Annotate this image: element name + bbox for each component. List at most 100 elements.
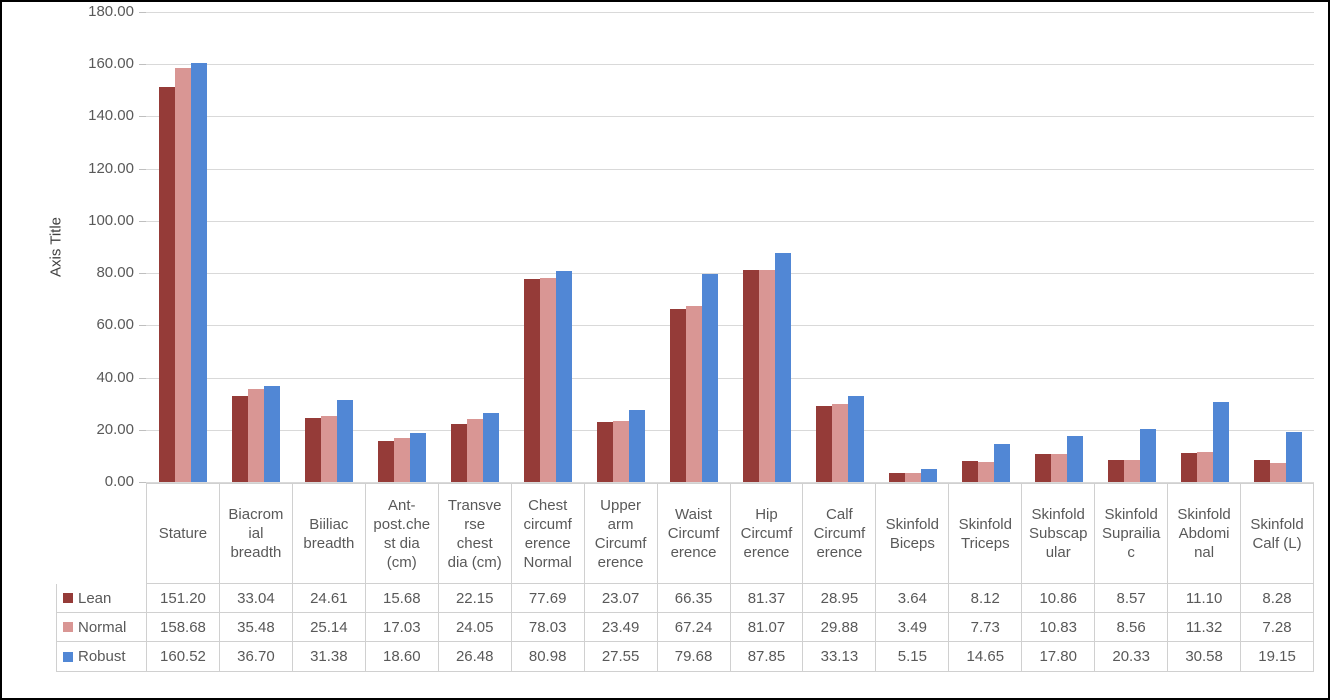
y-tick-mark [139, 12, 146, 13]
value-cell: 25.14 [293, 613, 366, 641]
bar-normal-9 [831, 403, 848, 482]
value-cell: 81.37 [731, 584, 804, 612]
value-cell: 81.07 [731, 613, 804, 641]
gridline [146, 168, 1314, 170]
category-cell: Ant- post.che st dia (cm) [366, 484, 439, 583]
category-cell: Waist Circumf erence [658, 484, 731, 583]
bar-normal-2 [320, 416, 337, 482]
bar-normal-3 [393, 437, 410, 482]
bar-robust-6 [628, 410, 645, 482]
y-axis-tick-label: 80.00 [96, 264, 134, 282]
value-cell: 20.33 [1095, 642, 1169, 671]
legend-cell: Lean [57, 584, 147, 612]
value-cell: 26.48 [439, 642, 512, 671]
bar-normal-13 [1123, 459, 1140, 482]
series-name: Robust [78, 648, 126, 665]
value-cell: 8.12 [949, 584, 1023, 612]
value-cell: 3.49 [876, 613, 950, 641]
value-cell: 29.88 [803, 613, 877, 641]
gridline [146, 220, 1314, 222]
bar-lean-11 [961, 460, 978, 482]
series-name: Lean [78, 589, 112, 607]
value-cell: 160.52 [147, 642, 220, 671]
bar-robust-2 [336, 400, 353, 482]
bar-robust-1 [263, 386, 280, 482]
bar-robust-14 [1212, 402, 1229, 482]
category-cell: Skinfold Calf (L) [1250, 515, 1304, 552]
value-cell: 8.56 [1095, 613, 1169, 641]
y-axis-tick-label: 100.00 [88, 211, 134, 229]
bar-normal-10 [904, 472, 921, 482]
legend-cell: Robust [57, 642, 147, 671]
category-cell: Biiliac breadth [293, 484, 366, 583]
y-axis-tick-label: 60.00 [96, 316, 134, 334]
y-axis-tick-label: 40.00 [96, 368, 134, 386]
value-cell: 33.13 [803, 642, 877, 671]
y-tick-mark [139, 220, 146, 222]
value-cell: 28.95 [803, 584, 877, 612]
bar-normal-4 [466, 419, 483, 482]
bar-normal-7 [685, 306, 702, 482]
value-cell: 10.83 [1022, 613, 1096, 641]
category-cell: Chest circumf erence Normal [512, 484, 585, 583]
value-cell: 36.70 [220, 642, 293, 671]
value-cell: 22.15 [439, 584, 512, 612]
bar-normal-1 [247, 389, 264, 482]
value-cell: 8.57 [1095, 584, 1169, 612]
bar-lean-6 [596, 421, 613, 482]
bar-normal-14 [1196, 452, 1213, 482]
value-cell: 3.64 [876, 584, 950, 612]
value-cell: 87.85 [731, 642, 804, 671]
bar-robust-3 [409, 433, 426, 482]
category-cell: Hip Circumf erence [731, 484, 804, 583]
bar-robust-10 [920, 468, 937, 482]
bar-normal-6 [612, 420, 629, 482]
bar-lean-4 [450, 424, 467, 482]
category-cell: Upper arm Circumf erence [585, 484, 658, 583]
category-cell: Skinfold Biceps [876, 484, 950, 583]
value-cell: 79.68 [658, 642, 731, 671]
bar-lean-9 [815, 406, 832, 482]
bar-robust-11 [993, 443, 1010, 482]
value-cell: 23.07 [585, 584, 658, 612]
y-axis-tick-label: 160.00 [88, 55, 134, 73]
bar-normal-12 [1050, 453, 1067, 482]
bar-lean-8 [742, 269, 759, 482]
bar-lean-3 [377, 441, 394, 482]
y-axis-tick-label: 140.00 [88, 107, 134, 125]
value-cell: 31.38 [293, 642, 366, 671]
value-cell: 23.49 [585, 613, 658, 641]
y-tick-mark [139, 429, 146, 431]
category-cell: Biacrom ial breadth [220, 484, 293, 583]
value-cell: 80.98 [512, 642, 585, 671]
legend-cell: Normal [57, 613, 147, 641]
category-cell: Stature [147, 484, 220, 583]
gridline [146, 116, 1314, 118]
value-cell: 78.03 [512, 613, 585, 641]
bar-normal-0 [174, 67, 191, 482]
category-cell: Skinfold Abdomi nal [1168, 484, 1242, 583]
bar-robust-7 [701, 273, 718, 482]
y-axis-tick-label: 120.00 [88, 159, 134, 177]
bar-lean-10 [888, 472, 905, 482]
category-cell: Skinfold Subscap ular [1022, 484, 1096, 583]
gridline [146, 64, 1314, 66]
y-tick-mark [139, 273, 146, 275]
value-cell: 11.32 [1168, 613, 1242, 641]
bar-robust-4 [482, 412, 499, 482]
y-tick-mark [139, 325, 146, 327]
gridline [146, 273, 1314, 275]
y-tick-mark [139, 482, 146, 483]
category-cell: Skinfold Suprailia c [1095, 484, 1169, 583]
bar-robust-13 [1139, 428, 1156, 482]
bar-normal-15 [1269, 463, 1286, 482]
bar-robust-0 [190, 62, 207, 482]
bar-robust-8 [774, 252, 791, 482]
value-cell: 67.24 [658, 613, 731, 641]
bar-lean-12 [1034, 453, 1051, 482]
value-cell: 77.69 [512, 584, 585, 612]
value-cell: 33.04 [220, 584, 293, 612]
value-cell: 30.58 [1168, 642, 1242, 671]
bar-normal-8 [758, 270, 775, 482]
